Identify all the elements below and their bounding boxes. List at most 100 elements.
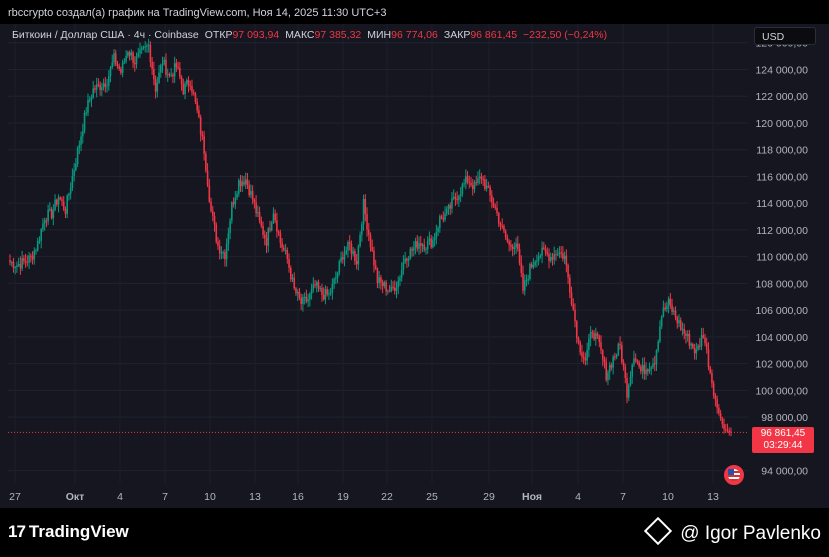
- candle-body: [501, 225, 504, 227]
- y-axis-tick-label: 114 000,00: [756, 198, 808, 210]
- candle-body: [607, 372, 609, 381]
- x-axis-tick-label: 4: [117, 491, 123, 503]
- candle-body: [128, 52, 131, 56]
- candle-body: [291, 277, 294, 280]
- candle-body: [28, 255, 30, 263]
- candle-body: [286, 250, 289, 260]
- candle-body: [59, 197, 62, 200]
- candle-body: [371, 247, 374, 251]
- candle-body: [425, 249, 427, 251]
- tradingview-brand-text: TradingView: [28, 522, 129, 541]
- candle-body: [75, 163, 77, 171]
- x-axis-tick-label: 27: [9, 491, 21, 503]
- candle-body: [83, 112, 86, 132]
- candle-body: [208, 185, 211, 202]
- candle-body: [574, 309, 576, 322]
- candle-body: [584, 357, 587, 361]
- candle-body: [621, 345, 623, 362]
- candle-body: [345, 250, 348, 254]
- x-axis-tick-label: 7: [162, 491, 168, 503]
- symbol-description[interactable]: Биткоин / Доллар США · 4ч · Coinbase: [12, 29, 199, 41]
- author-name: @ Igor Pavlenko: [680, 523, 821, 544]
- candle-body: [579, 342, 582, 353]
- candle-body: [120, 68, 122, 73]
- candle-body: [697, 345, 699, 350]
- flag-canton: [728, 469, 734, 475]
- candle-body: [601, 350, 604, 360]
- y-axis-tick-label: 108 000,00: [755, 278, 808, 290]
- candle-body: [662, 307, 665, 317]
- candle-body: [544, 248, 547, 253]
- candle-body: [232, 202, 235, 205]
- candle-body: [144, 46, 146, 48]
- candle-body: [409, 248, 412, 259]
- candle-body: [121, 62, 124, 73]
- candle-body: [81, 131, 84, 137]
- candle-body: [116, 64, 119, 67]
- candle-body: [309, 293, 311, 300]
- candle-body: [461, 184, 464, 195]
- candlestick-chart[interactable]: 94 000,00 98 000,00 100 000,00 102 000,00 10…: [0, 24, 829, 508]
- candle-body: [135, 56, 138, 65]
- candle-body: [671, 304, 673, 312]
- candle-body: [643, 365, 646, 374]
- candle-body: [421, 244, 424, 246]
- candle-body: [335, 278, 337, 280]
- candle-body: [277, 231, 280, 233]
- candle-body: [712, 383, 715, 396]
- candle-body: [217, 241, 219, 247]
- candle-body: [716, 399, 718, 408]
- candle-body: [109, 67, 112, 76]
- candle-body: [224, 252, 226, 260]
- candle-body: [641, 365, 644, 372]
- candle-body: [211, 210, 214, 216]
- candle-body: [321, 288, 323, 295]
- currency-button[interactable]: USD: [754, 27, 816, 45]
- x-axis-tick-label: Ноя: [522, 491, 542, 503]
- candle-body: [487, 185, 490, 187]
- candle-body: [137, 53, 140, 57]
- candle-body: [362, 198, 365, 225]
- candle-body: [374, 265, 377, 269]
- candle-body: [603, 359, 606, 363]
- candle-body: [451, 198, 453, 209]
- candle-body: [413, 247, 415, 251]
- candle-body: [525, 280, 528, 282]
- candle-body: [165, 59, 167, 75]
- chart-attribution-text: rbccrypto создал(а) график на TradingVie…: [8, 7, 387, 19]
- candle-body: [402, 262, 405, 270]
- candle-body: [243, 181, 245, 185]
- ohlc-legend: Биткоин / Доллар США · 4ч · Coinbase ОТКР…: [12, 29, 607, 41]
- candle-body: [452, 196, 455, 199]
- candle-body: [333, 279, 335, 284]
- y-axis-tick-label: 104 000,00: [755, 332, 808, 344]
- chart-frame[interactable]: 94 000,00 98 000,00 100 000,00 102 000,00 10…: [0, 24, 829, 508]
- candle-body: [50, 208, 53, 219]
- candle-body: [513, 247, 516, 249]
- candle-body: [95, 84, 98, 90]
- candle-body: [281, 242, 283, 248]
- candle-body: [343, 253, 346, 260]
- candle-body: [380, 277, 382, 283]
- candle-body: [250, 191, 252, 196]
- candle-body: [114, 53, 117, 65]
- us-flag-event-icon[interactable]: [723, 464, 745, 486]
- tradingview-logo[interactable]: 17 TradingView: [8, 522, 129, 542]
- candle-body: [367, 229, 370, 235]
- candle-body: [274, 213, 276, 221]
- author-credit: @ Igor Pavlenko: [644, 516, 821, 546]
- candle-body: [36, 241, 39, 251]
- candle-body: [78, 144, 81, 149]
- candle-body: [676, 317, 679, 324]
- candle-body: [310, 289, 313, 294]
- candle-body: [168, 74, 171, 76]
- y-axis-tick-label: 94 000,00: [761, 466, 808, 478]
- candle-body: [231, 202, 233, 221]
- candle-body: [640, 366, 642, 372]
- low-value: 96 774,06: [391, 29, 438, 41]
- candle-body: [21, 258, 23, 269]
- x-axis-tick-label: 19: [337, 491, 349, 503]
- candle-body: [497, 213, 500, 224]
- candle-body: [562, 253, 564, 259]
- candle-body: [719, 413, 722, 419]
